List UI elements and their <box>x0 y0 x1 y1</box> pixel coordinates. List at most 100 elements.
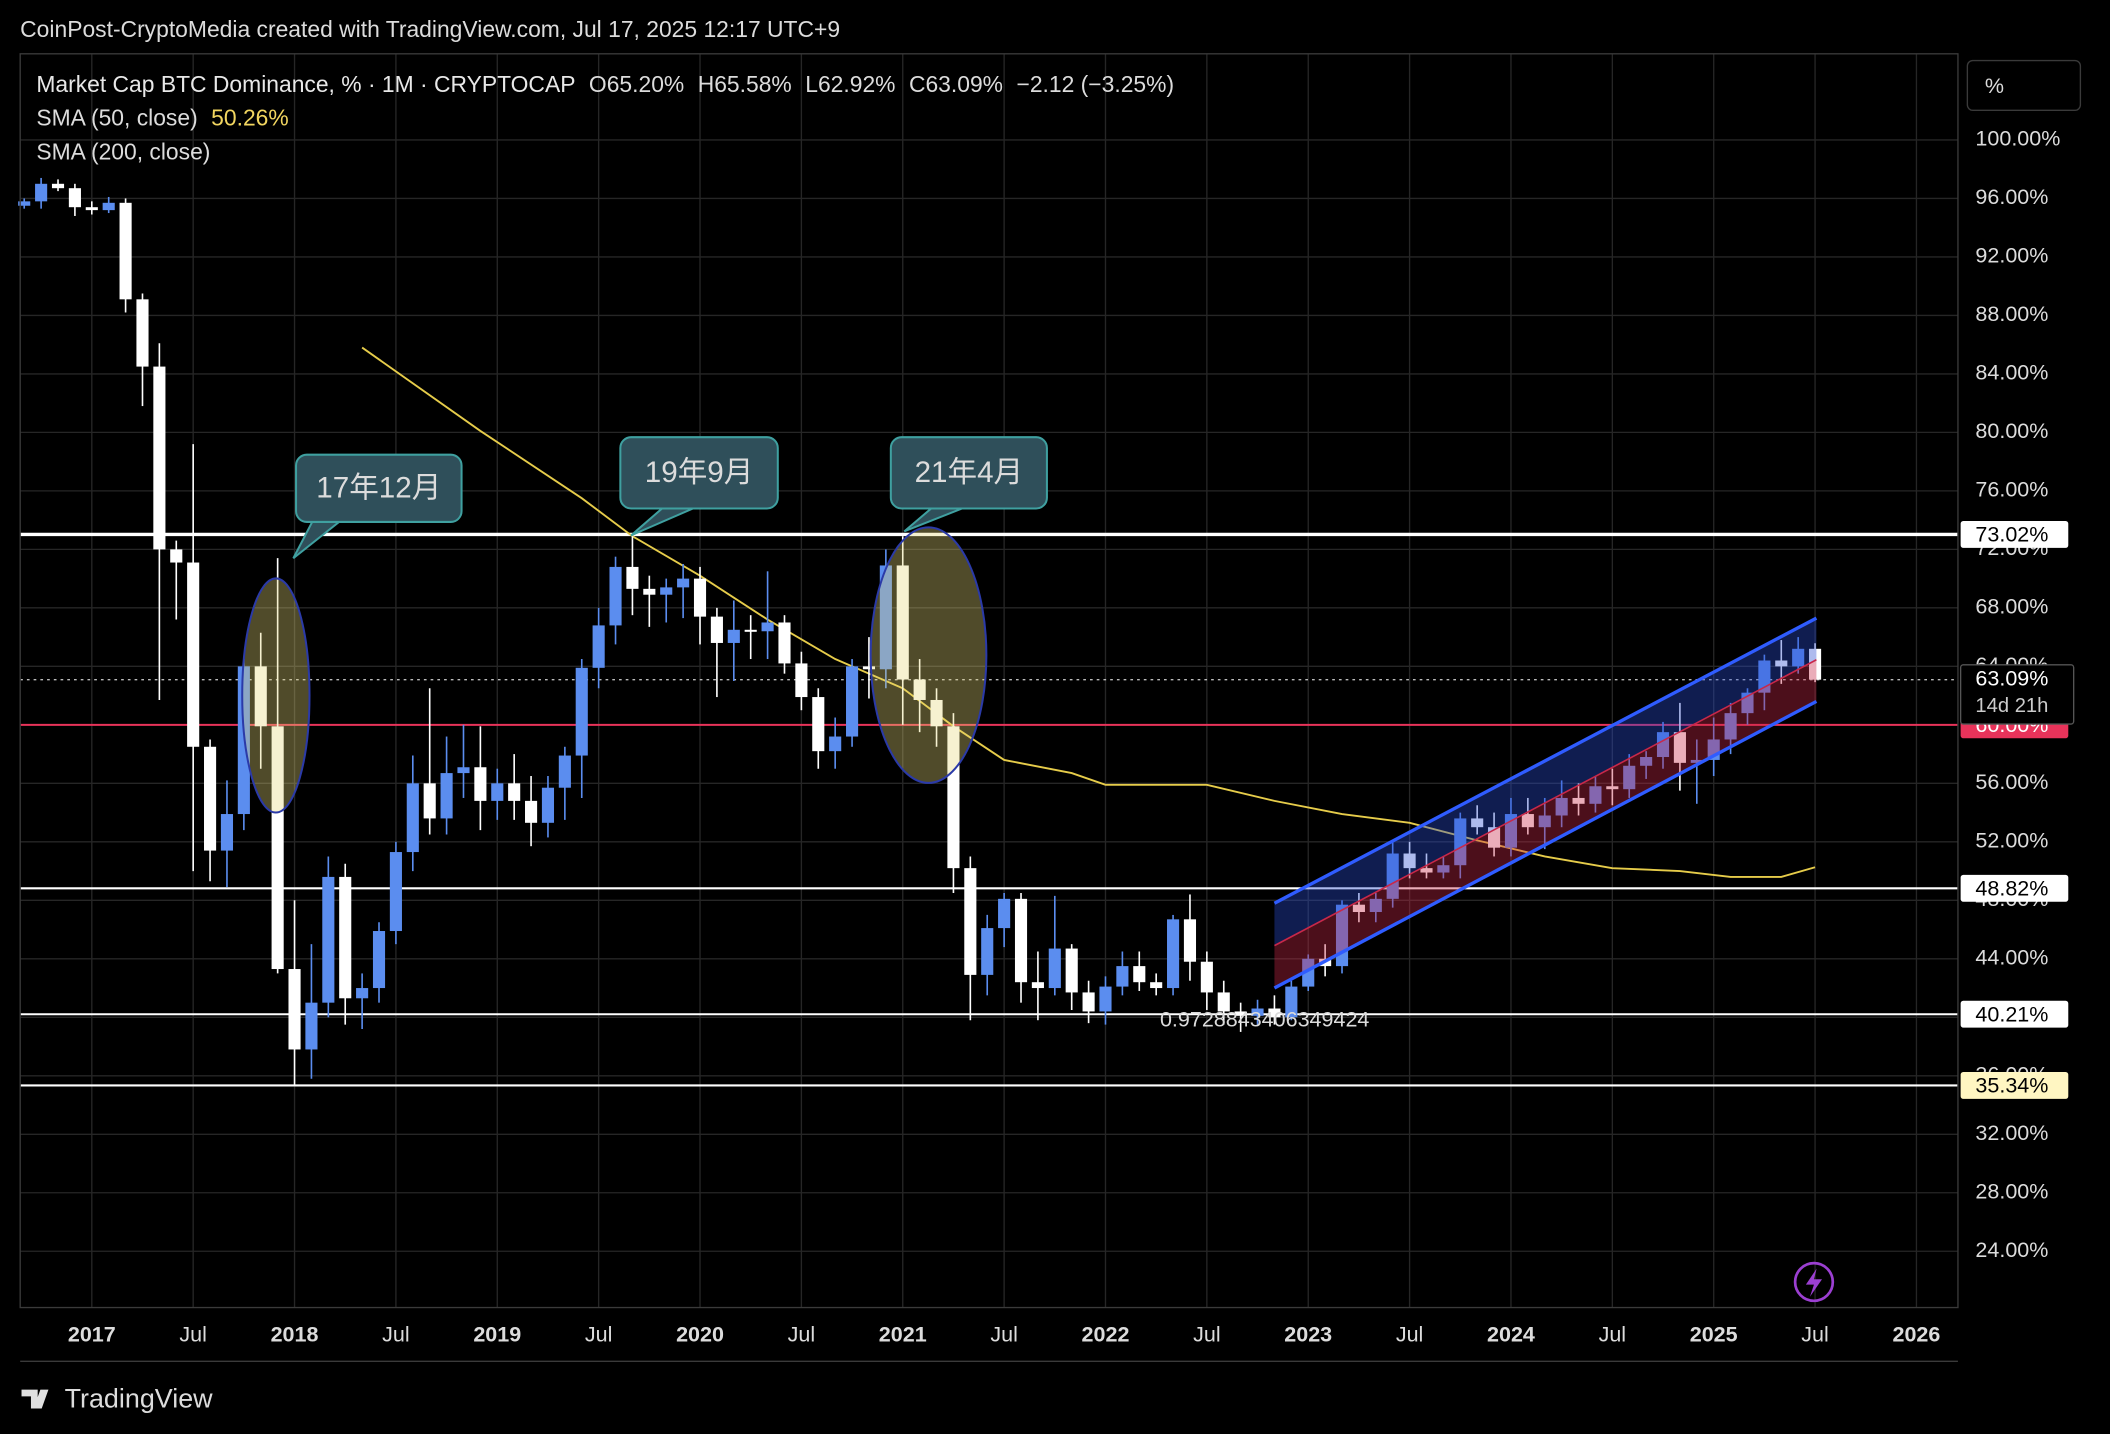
candle-body <box>525 800 538 823</box>
price-label-bg <box>1960 1000 2069 1028</box>
candle-body <box>136 299 149 367</box>
annotation-text: 0.9728843406349424 <box>1160 1008 1369 1032</box>
candle-body <box>1454 818 1467 866</box>
scale-button[interactable] <box>1966 59 2082 111</box>
countdown-label: 14d 21h <box>1975 695 2048 717</box>
callout-box <box>619 436 779 510</box>
x-tick-label: Jul <box>788 1322 816 1346</box>
y-tick-label: 56.00% <box>1975 770 2048 794</box>
candle-body <box>35 183 48 202</box>
candle-body <box>1538 815 1551 828</box>
candle-body <box>68 188 81 208</box>
candle-body <box>18 201 31 206</box>
last-price-bg <box>1959 664 2075 725</box>
x-tick-label: Jul <box>585 1322 613 1346</box>
candle-body <box>1758 660 1771 693</box>
candle-body <box>981 928 994 975</box>
candle-body <box>1623 765 1636 790</box>
candle-body <box>710 616 723 643</box>
candle-body <box>1116 966 1129 987</box>
candle-body <box>1251 1008 1264 1016</box>
candle-body <box>862 666 876 670</box>
channel-lower-fill <box>1274 659 1817 989</box>
candle-body <box>491 783 504 801</box>
candle-body <box>1065 948 1078 993</box>
candle-body <box>102 202 115 211</box>
candle-body <box>51 183 65 189</box>
channel-upper-line <box>1273 616 1818 905</box>
candle-body <box>829 736 842 752</box>
y-tick-label: 88.00% <box>1975 302 2048 326</box>
sma50-value: 50.26% <box>211 105 289 131</box>
candle-body <box>1690 759 1703 763</box>
candle-body <box>1352 904 1365 913</box>
candle-body <box>1724 713 1737 740</box>
x-tick-label: 2020 <box>676 1322 724 1346</box>
legend-open: O65.20% <box>589 71 684 97</box>
candle-body <box>389 852 402 932</box>
candle-body <box>693 578 707 617</box>
candle-body <box>204 746 217 851</box>
y-tick-label: 80.00% <box>1975 419 2048 443</box>
candle-body <box>541 787 555 823</box>
x-tick-label: Jul <box>1396 1322 1424 1346</box>
candle-body <box>1217 992 1230 1012</box>
candle-body <box>1183 919 1197 962</box>
callout-text: 21年4月 <box>915 456 1024 489</box>
candle-body <box>1809 648 1822 680</box>
y-tick-label: 76.00% <box>1975 478 2048 502</box>
candle-body <box>1200 961 1213 993</box>
candle-body <box>1150 982 1163 989</box>
candle-body <box>795 663 808 698</box>
candle-body <box>322 876 335 1003</box>
legend-high: H65.58% <box>698 71 792 97</box>
candle-body <box>660 587 673 595</box>
candle-body <box>1589 786 1602 804</box>
pane-border <box>19 53 1959 1309</box>
header: CoinPost-CryptoMedia created with Tradin… <box>20 16 840 42</box>
candle-body <box>1285 986 1298 1018</box>
candle-body <box>1369 898 1382 913</box>
sma50-name: SMA (50, close) <box>36 105 197 131</box>
price-label-bg <box>1960 874 2069 902</box>
legend-sma50: SMA (50, close) 50.26% <box>36 105 288 131</box>
alert-icon[interactable] <box>1793 1261 1835 1303</box>
callout-box <box>889 436 1048 510</box>
candle-body <box>1167 919 1180 989</box>
x-tick-label: 2023 <box>1284 1322 1332 1346</box>
y-tick-label: 84.00% <box>1975 361 2048 385</box>
candle-body <box>1640 757 1653 766</box>
candle-body <box>998 898 1011 929</box>
candle-body <box>1268 1008 1281 1018</box>
candle-body <box>288 969 301 1050</box>
scale-unit[interactable]: % <box>1985 74 2004 98</box>
y-tick-label: 52.00% <box>1975 829 2048 853</box>
y-tick-label: 68.00% <box>1975 595 2048 619</box>
candle-body <box>153 366 166 550</box>
candle-body <box>1133 966 1146 983</box>
pane: 17年12月 19年9月 21年4月 0.9728843406349424 <box>18 53 1958 1308</box>
candle-body <box>744 629 757 632</box>
candle-body <box>913 679 926 700</box>
candle-body <box>1521 814 1534 828</box>
candle-body <box>1775 660 1788 667</box>
candle-body <box>609 566 622 626</box>
candle-body <box>1082 992 1095 1012</box>
y-tick-label: 28.00% <box>1975 1179 2048 1203</box>
candle-body <box>761 622 774 632</box>
price-label: 35.34% <box>1975 1073 2048 1097</box>
sma-line <box>361 346 1816 878</box>
candle-body <box>1386 853 1399 899</box>
candle-body <box>1437 865 1450 873</box>
candle-body <box>1099 986 1112 1012</box>
candle-body <box>1234 1011 1247 1016</box>
y-tick-label: 100.00% <box>1975 127 2060 151</box>
price-label: 48.82% <box>1975 876 2048 900</box>
candle-body <box>558 755 571 788</box>
price-label-bg <box>1960 1071 2069 1099</box>
candle-body <box>170 549 183 563</box>
candle-body <box>1792 648 1805 667</box>
alert-bolt <box>1805 1268 1823 1297</box>
candle-body <box>271 726 284 970</box>
